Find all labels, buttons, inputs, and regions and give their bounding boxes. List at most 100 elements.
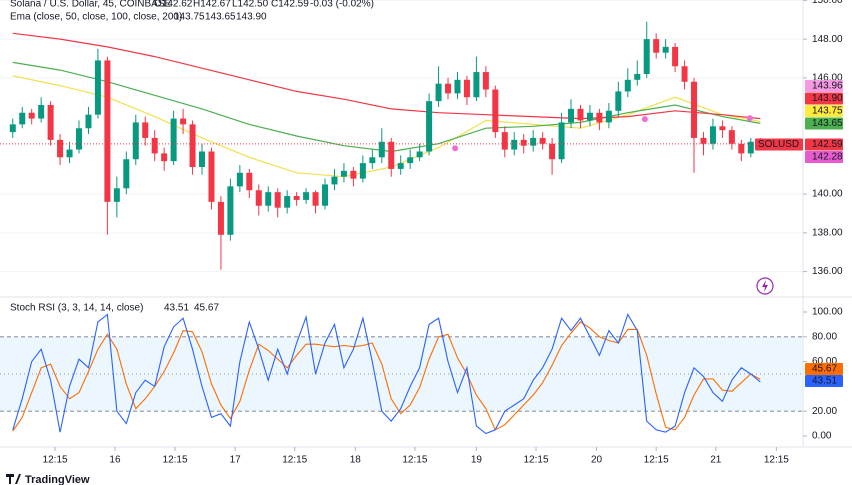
candle-body [407, 157, 414, 164]
candle-body [700, 137, 707, 144]
x-tick-label: 12:15 [43, 455, 68, 466]
candle-body [549, 143, 556, 160]
candle-body [568, 108, 575, 123]
stoch-pane: 100.00 80.00 60.00 20.00 0.00 [0, 307, 843, 451]
price-label: 143.90 [812, 93, 843, 104]
candle-body [691, 81, 698, 138]
candle-body [132, 122, 139, 160]
alert-icon[interactable] [756, 277, 774, 295]
symbol-title: Solana / U.S. Dollar, 45, COINBASE [10, 0, 172, 10]
candle-body [255, 190, 262, 206]
ema-legend-value: 143.65 [205, 12, 236, 23]
candle-body [709, 126, 716, 144]
y-tick-label: 0.00 [812, 431, 832, 442]
price-label-bg [805, 151, 843, 163]
indicator-title: Stoch RSI (3, 3, 14, 14, close) [10, 303, 143, 314]
candle-body [123, 159, 130, 189]
candle-body [577, 108, 584, 121]
value-label-bg [805, 363, 843, 375]
candle-body [586, 112, 593, 121]
candle-body [530, 137, 537, 146]
x-tick-label: 12:15 [163, 455, 188, 466]
x-tick-label: 20 [591, 455, 603, 466]
price-label-bg [805, 105, 843, 117]
candle-body [208, 151, 215, 202]
y-tick-label: 80.00 [812, 331, 837, 342]
y-tick-label: 146.00 [812, 73, 843, 84]
candle-body [246, 172, 253, 191]
ema-legend: Ema (close, 50, close, 100, close, 200) [10, 12, 182, 23]
candle-body [605, 110, 612, 123]
candle-body [596, 112, 603, 123]
cross-marker [452, 145, 459, 152]
price-label-bg [805, 138, 843, 151]
y-tick-label: 148.00 [812, 34, 843, 45]
candle-body [303, 192, 310, 200]
price-label: 142.28 [812, 152, 843, 163]
price-label: 142.59 [812, 139, 843, 150]
value-label: 45.67 [812, 364, 837, 375]
candle-body [681, 66, 688, 82]
candle-body [57, 139, 64, 158]
candle-body [397, 163, 404, 169]
candle-body [747, 141, 754, 154]
value-label: 43.51 [812, 376, 837, 387]
x-tick-label: 12:15 [764, 455, 789, 466]
x-tick-label: 18 [350, 455, 362, 466]
price-pane: 150.00 148.00 146.00 140.00 138.00 136.00 [0, 0, 843, 277]
candle-body [76, 128, 83, 150]
candle-body [9, 124, 16, 133]
candle-body [511, 139, 518, 150]
symbol-label: SOLUSD [758, 139, 799, 150]
price-label: 143.75 [812, 106, 843, 117]
cross-marker [641, 116, 648, 123]
candle-body [217, 201, 224, 235]
x-tick-label: 19 [471, 455, 483, 466]
candle-body [227, 186, 234, 235]
candle-body [653, 39, 660, 53]
candle-body [161, 153, 168, 162]
x-tick-label: 21 [710, 455, 722, 466]
candle-body [359, 163, 366, 179]
candle-body [293, 196, 300, 200]
x-tick-label: 12:15 [523, 455, 548, 466]
candle-body [454, 79, 461, 94]
candle-body [265, 192, 272, 206]
y-tick-label: 20.00 [812, 406, 837, 417]
x-tick-label: 12:15 [644, 455, 669, 466]
candle-body [312, 192, 319, 206]
candle-body [435, 83, 442, 102]
candle-body [473, 72, 480, 98]
candle-body [501, 132, 508, 150]
candle-body [643, 39, 650, 74]
candle-body [350, 170, 357, 179]
y-tick-label: 138.00 [812, 227, 843, 238]
candle-body [416, 151, 423, 158]
candle-body [180, 118, 187, 125]
candle-body [94, 60, 101, 115]
candle-body [445, 83, 452, 94]
candle-body [322, 184, 329, 206]
candle-body [38, 104, 45, 119]
x-tick-label: 12:15 [282, 455, 307, 466]
candle-body [170, 118, 177, 162]
ohlc-value: -0.03 (-0.02%) [310, 0, 374, 10]
candle-body [151, 137, 158, 154]
candle-body [388, 141, 395, 169]
indicator-legend-value: 43.51 [164, 303, 189, 314]
overlay: Solana / U.S. Dollar, 45, COINBASEO142.6… [10, 0, 843, 466]
candle-body [189, 124, 196, 167]
candle-body [19, 112, 26, 125]
candle-body [558, 122, 565, 160]
candle-body [463, 79, 470, 98]
candle-body [142, 122, 149, 138]
logo: TradingView [6, 474, 90, 485]
x-tick-label: 12:15 [402, 455, 427, 466]
ema-legend-value: 143.90 [236, 12, 267, 23]
y-tick-label: 60.00 [812, 356, 837, 367]
value-label-bg [805, 375, 843, 387]
y-tick-label: 150.00 [812, 0, 843, 6]
stoch-line [12, 321, 761, 432]
